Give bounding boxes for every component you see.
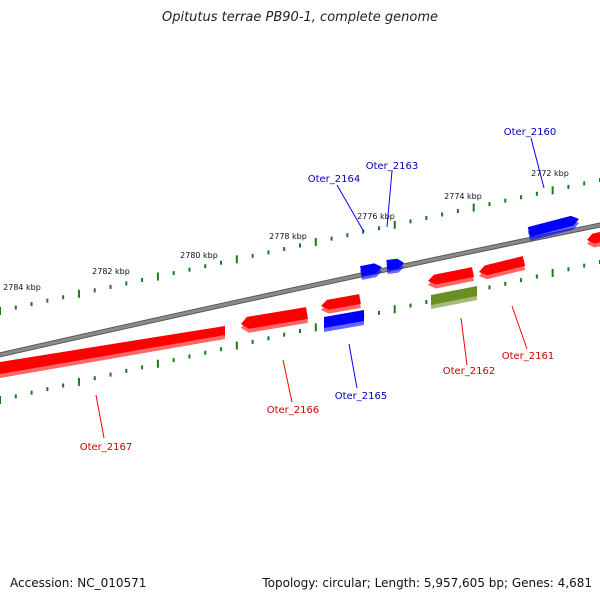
gene-arrow-oter_2165-body <box>324 310 364 328</box>
gene-arrow-oter_2164-body <box>360 263 382 276</box>
tick-label: 2772 kbp <box>531 169 569 178</box>
gene-label-oter_2160: Oter_2160 <box>504 127 557 138</box>
leader-line-oter_2161 <box>511 305 528 350</box>
gene-arrow-unlabeled-body <box>428 267 474 285</box>
gene-arrow-oter_2163 <box>386 258 404 274</box>
gene-label-oter_2162: Oter_2162 <box>443 366 496 377</box>
tick-label: 2778 kbp <box>269 232 307 241</box>
gene-label-oter_2166: Oter_2166 <box>267 405 320 416</box>
gene-arrow-oter_2161-body <box>479 256 526 276</box>
gene-label-oter_2161: Oter_2161 <box>502 351 555 362</box>
gene-arrow-oter_2160 <box>527 215 579 241</box>
leader-line-oter_2164 <box>336 184 365 233</box>
gene-arrow-oter_2166 <box>241 307 308 333</box>
gene-arrow-oter_2166-body <box>241 307 308 329</box>
gene-arrow-oter_2161 <box>479 256 526 280</box>
gene-arrow-oter_2160-body <box>527 215 579 237</box>
accession-text: Accession: NC_010571 <box>10 576 147 590</box>
leader-line-oter_2162 <box>460 317 468 366</box>
tick-label: 2780 kbp <box>180 251 218 260</box>
topology-text: Topology: circular; Length: 5,957,605 bp… <box>262 576 592 590</box>
gene-arrow-unlabeled <box>428 267 474 289</box>
page-title: Opitutus terrae PB90-1, complete genome <box>161 10 439 25</box>
gene-arrow-oter_2162-body <box>431 286 477 305</box>
gene-arrow-unlabeled-body <box>321 294 361 310</box>
gene-arrow-oter_2165 <box>324 310 364 332</box>
gene-label-oter_2164: Oter_2164 <box>308 174 361 185</box>
gene-arrow-oter_2167-body <box>0 326 225 374</box>
leader-line-oter_2163 <box>386 170 393 228</box>
tick-label: 2776 kbp <box>357 212 395 221</box>
gene-arrow-oter_2162 <box>431 286 477 309</box>
gene-arrow-unlabeled <box>587 231 600 248</box>
leader-line-oter_2166 <box>282 359 293 403</box>
leader-line-oter_2167 <box>95 394 105 439</box>
backbone-line <box>0 223 600 357</box>
gene-arrow-unlabeled-body <box>587 231 600 244</box>
leader-line-oter_2165 <box>348 343 358 389</box>
tick-label: 2784 kbp <box>3 283 41 292</box>
gene-label-oter_2163: Oter_2163 <box>366 161 419 172</box>
tick-label: 2782 kbp <box>92 267 130 276</box>
gene-arrow-oter_2163-body <box>386 258 404 270</box>
gene-arrow-oter_2164 <box>360 263 382 280</box>
tick-label: 2774 kbp <box>444 192 482 201</box>
gene-label-oter_2165: Oter_2165 <box>335 391 388 402</box>
gene-arrow-oter_2167 <box>0 326 225 378</box>
leader-line-oter_2160 <box>530 137 545 189</box>
gene-arrow-unlabeled <box>321 294 361 314</box>
gene-label-oter_2167: Oter_2167 <box>80 442 133 453</box>
